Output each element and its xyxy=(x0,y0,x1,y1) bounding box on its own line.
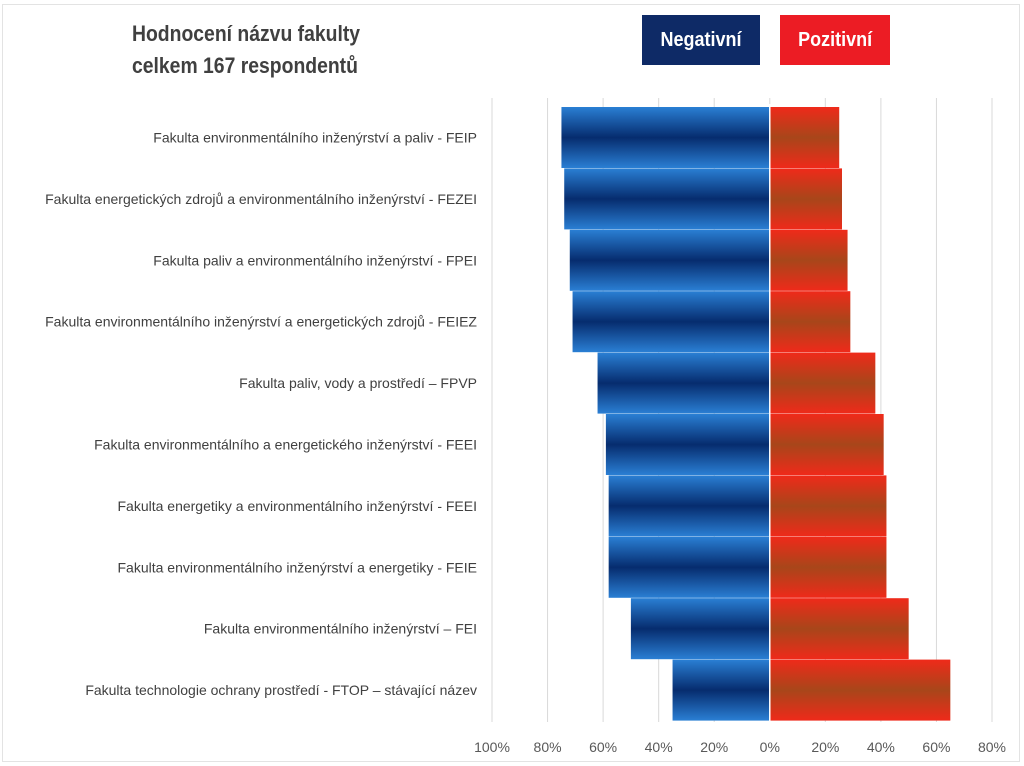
category-label: Fakulta technologie ochrany prostředí - … xyxy=(85,682,477,698)
category-label: Fakulta energetiky a environmentálního i… xyxy=(117,498,477,514)
x-tick-label: 60% xyxy=(922,739,950,755)
chart-title: Hodnocení názvu fakulty celkem 167 respo… xyxy=(132,18,360,82)
bar-negative xyxy=(672,659,770,721)
x-tick-label: 60% xyxy=(589,739,617,755)
bar-positive xyxy=(769,229,848,291)
x-tick-label: 80% xyxy=(978,739,1006,755)
legend-positive-label: Pozitivní xyxy=(797,28,872,51)
x-tick-label: 0% xyxy=(760,739,780,755)
legend-positive: Pozitivní xyxy=(780,15,890,65)
bar-negative xyxy=(561,107,770,168)
chart-title-line-2: celkem 167 respondentů xyxy=(132,53,358,78)
x-tick-label: 100% xyxy=(474,739,510,755)
category-label: Fakulta paliv a environmentálního inžený… xyxy=(153,252,477,268)
x-tick-layer: 100% 80% 60% 40% 20% 0% 20% 40% 60% 80% xyxy=(474,739,1006,755)
bar-positive xyxy=(769,475,887,537)
x-tick-label: 80% xyxy=(534,739,562,755)
bar-positive xyxy=(769,352,876,414)
x-tick-label: 40% xyxy=(645,739,673,755)
bar-positive xyxy=(769,414,884,475)
bar-negative xyxy=(608,475,770,537)
category-label-layer: Fakulta environmentálního inženýrství a … xyxy=(45,130,477,699)
category-label: Fakulta environmentálního inženýrství a … xyxy=(45,314,477,330)
bar-positive xyxy=(769,598,909,660)
bar-negative xyxy=(564,168,770,230)
bar-positive xyxy=(769,107,840,168)
bar-positive xyxy=(769,536,887,598)
bar-negative xyxy=(569,229,770,291)
bar-positive xyxy=(769,168,842,230)
x-tick-label: 20% xyxy=(700,739,728,755)
legend-negative: Negativní xyxy=(642,15,760,65)
bar-positive xyxy=(769,291,851,353)
bar-layer xyxy=(561,104,951,722)
category-label: Fakulta energetických zdrojů a environme… xyxy=(45,191,477,207)
x-tick-label: 40% xyxy=(867,739,895,755)
category-label: Fakulta environmentálního inženýrství a … xyxy=(117,559,477,575)
bar-negative xyxy=(608,536,770,598)
category-label: Fakulta environmentálního a energetickéh… xyxy=(94,437,477,453)
chart-frame xyxy=(2,4,1020,762)
bar-negative xyxy=(630,598,770,660)
bar-positive xyxy=(769,659,951,721)
bar-negative xyxy=(597,352,770,414)
category-label: Fakulta paliv, vody a prostředí – FPVP xyxy=(239,375,477,391)
category-label: Fakulta environmentálního inženýrství a … xyxy=(153,130,477,146)
bar-negative xyxy=(605,414,770,475)
chart-title-line-1: Hodnocení názvu fakulty xyxy=(132,21,361,46)
legend-negative-label: Negativní xyxy=(660,28,742,51)
x-tick-label: 20% xyxy=(811,739,839,755)
bar-negative xyxy=(572,291,770,353)
category-label: Fakulta environmentálního inženýrství – … xyxy=(204,621,477,637)
